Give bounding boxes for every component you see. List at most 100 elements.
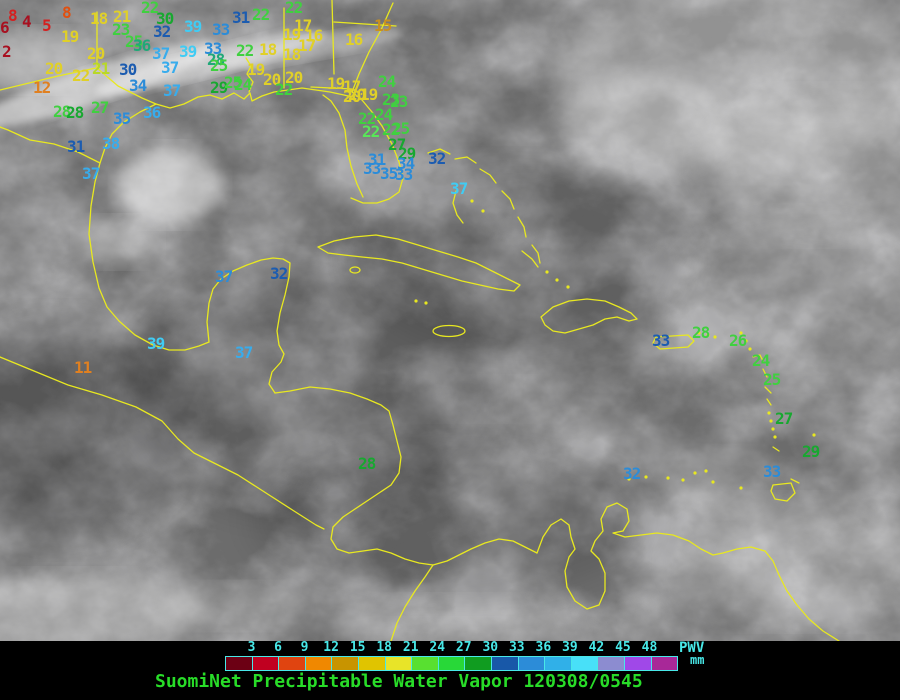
station-value: 38	[102, 134, 120, 153]
station-value: 35	[113, 109, 131, 128]
colorbar-tick-label: 3	[247, 640, 256, 655]
station-value: 22	[72, 66, 90, 85]
station-value: 11	[74, 358, 92, 377]
station-value: 19	[327, 74, 345, 93]
island-dot	[744, 339, 748, 343]
station-value: 20	[285, 68, 303, 87]
colorbar-segment	[385, 657, 413, 670]
station-value: 20	[348, 85, 366, 104]
station-value: 24	[378, 72, 396, 91]
colorbar-tick-label: 18	[376, 640, 392, 655]
colorbar	[225, 656, 678, 671]
station-value: 37	[82, 164, 100, 183]
station-value: 33	[652, 331, 670, 350]
island-dot	[769, 419, 773, 423]
colorbar-tick-label: 45	[615, 640, 631, 655]
colorbar-segment	[518, 657, 546, 670]
colorbar-tick-label: 27	[455, 640, 472, 655]
station-value: 34	[397, 154, 415, 173]
station-value: 17	[343, 77, 361, 96]
station-value: 22	[141, 0, 159, 17]
island-dot	[739, 486, 743, 490]
mm-units-label: mm	[690, 653, 705, 667]
colorbar-segment	[571, 657, 599, 670]
colorbar-segment	[651, 657, 678, 670]
station-value: 19	[247, 60, 265, 79]
station-value: 27	[775, 409, 793, 428]
station-value: 29	[210, 78, 228, 97]
station-value: 21	[113, 7, 131, 26]
station-value: 37	[450, 179, 468, 198]
station-value: 6	[0, 18, 10, 37]
colorbar-tick-label: 36	[535, 640, 552, 655]
colorbar-segment	[332, 657, 359, 670]
island-dot	[681, 478, 685, 482]
station-value: 28	[66, 103, 84, 122]
island-dot	[767, 411, 771, 415]
station-value: 31	[232, 8, 250, 27]
island-dot	[739, 331, 743, 335]
station-value: 39	[147, 334, 165, 353]
station-value: 37	[163, 81, 181, 100]
station-value: 31	[67, 137, 85, 156]
station-value: 24	[234, 75, 252, 94]
coastline-layer	[0, 0, 840, 641]
colorbar-segment	[624, 657, 652, 670]
colorbar-segment	[545, 657, 572, 670]
station-value: 22	[285, 0, 303, 17]
station-value: 22	[275, 80, 293, 99]
island-dot	[697, 331, 701, 335]
island-dot	[748, 347, 752, 351]
island-dot	[666, 476, 670, 480]
station-value: 39	[184, 17, 202, 36]
station-value: 2	[2, 42, 12, 61]
station-value: 28	[207, 50, 225, 69]
station-value: 33	[363, 159, 381, 178]
station-value: 30	[156, 9, 174, 28]
colorbar-segment	[598, 657, 625, 670]
station-value: 36	[143, 103, 161, 122]
station-value: 22	[362, 122, 380, 141]
island-dot	[771, 427, 775, 431]
station-value: 20	[263, 70, 281, 89]
station-value: 19	[283, 25, 301, 44]
satellite-background	[0, 0, 900, 641]
island-dot	[644, 475, 648, 479]
station-value: 33	[212, 20, 230, 39]
station-value: 34	[129, 76, 147, 95]
colorbar-segment	[279, 657, 306, 670]
station-value: 27	[91, 98, 109, 117]
station-value: 25	[392, 119, 410, 138]
station-value: 25	[224, 73, 242, 92]
station-value: 16	[305, 26, 323, 45]
station-value: 20	[343, 87, 361, 106]
colorbar-tick-label: 33	[508, 640, 525, 655]
station-value: 22	[382, 120, 400, 139]
colorbar-segment	[438, 657, 466, 670]
station-value: 12	[33, 78, 51, 97]
station-value: 37	[161, 58, 179, 77]
pwv-units-label: PWV	[679, 640, 705, 656]
island-dot	[704, 469, 708, 473]
station-value: 25	[125, 32, 143, 51]
station-value: 35	[380, 164, 398, 183]
colorbar-tick-label: 39	[562, 640, 578, 655]
station-value: 17	[298, 36, 316, 55]
stations-layer: 8 4 6 5 8 2 12 11 19 18 21 20 20 22 21 23 25 22 30 32 36 37 39…	[0, 0, 820, 483]
island-dot	[693, 471, 697, 475]
colorbar-segment	[412, 657, 439, 670]
station-value: 32	[623, 464, 641, 483]
station-value: 32	[153, 22, 171, 41]
colorbar-segment	[252, 657, 280, 670]
station-value: 33	[204, 39, 222, 58]
colorbar-tick-label: 12	[323, 640, 339, 655]
colorbar-tick-label: 30	[482, 640, 499, 655]
station-value: 29	[398, 144, 416, 163]
colorbar-segment	[358, 657, 386, 670]
station-value: 8	[62, 3, 72, 22]
station-value: 16	[345, 30, 363, 49]
colorbar-segment	[491, 657, 519, 670]
station-value: 23	[390, 92, 408, 111]
colorbar-tick-label: 42	[588, 640, 605, 655]
